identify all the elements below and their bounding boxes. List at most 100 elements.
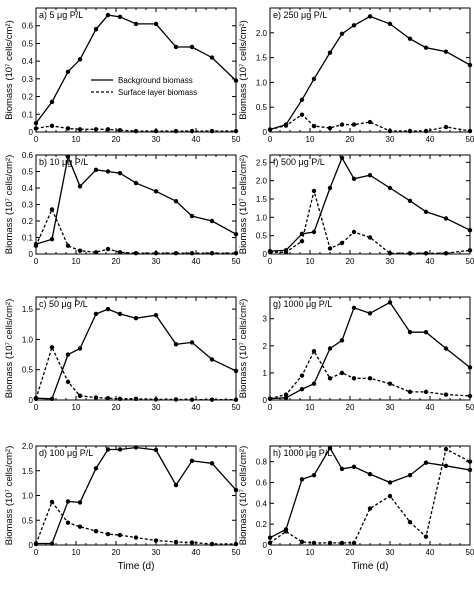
y-tick-label: 0.2 (22, 93, 34, 102)
background-point (173, 44, 179, 50)
background-point (77, 500, 83, 505)
background-point (77, 57, 83, 62)
surface-point (327, 376, 333, 381)
surface-point (407, 389, 413, 395)
x-tick-label: 40 (192, 403, 201, 412)
x-tick-label: 50 (466, 548, 474, 557)
surface-point (311, 188, 317, 194)
surface-point (339, 370, 345, 376)
surface-point (443, 124, 449, 130)
surface-point (443, 251, 449, 256)
surface-point (173, 539, 179, 545)
background-point (423, 209, 429, 215)
y-axis-label: Biomass (10⁷ cells/cm²) (4, 155, 15, 255)
surface-point (153, 397, 159, 402)
y-tick-label: 2.0 (256, 29, 268, 38)
surface-point (367, 119, 373, 125)
surface-point (339, 240, 345, 246)
x-tick-label: 50 (232, 548, 241, 557)
panel-title: a) 5 μg P/L (39, 10, 83, 20)
background-point (423, 330, 429, 335)
x-tick-label: 50 (232, 403, 241, 412)
x-tick-label: 20 (346, 403, 355, 412)
surface-point (327, 540, 333, 546)
y-tick-label: 0.5 (22, 39, 34, 48)
surface-point (117, 250, 123, 255)
y-tick-label: 1.0 (22, 492, 34, 501)
background-point (423, 460, 429, 465)
background-point (133, 445, 139, 450)
surface-point (49, 345, 55, 350)
surface-point (65, 243, 71, 248)
surface-point (467, 459, 473, 464)
panel-d: 0 10 20 30 40 50 0 0.5 1.0 1.5 2.0 d) 100 μg P/L Bio… (4, 442, 241, 557)
x-tick-label: 10 (306, 403, 315, 412)
x-tick-label: 30 (152, 403, 161, 412)
background-point (467, 62, 473, 68)
surface-point (387, 251, 393, 256)
y-axis-label: Biomass (10⁷ cells/cm²) (238, 446, 249, 546)
surface-point (93, 250, 99, 255)
y-axis-label: Biomass (10⁷ cells/cm²) (238, 299, 249, 399)
background-point (327, 445, 333, 451)
background-point (443, 216, 449, 221)
surface-point (49, 123, 55, 128)
y-tick-label: 2.0 (22, 442, 34, 451)
surface-point (327, 125, 333, 131)
surface-point (407, 251, 413, 256)
background-point (117, 311, 123, 317)
background-point (117, 14, 123, 20)
x-tick-label: 20 (346, 548, 355, 557)
panel-b: 0 10 20 30 40 50 0 0.1 0.2 0.3 0.4 0.5 0.6 b) 10 μg P… (4, 151, 241, 266)
surface-point (299, 238, 305, 244)
background-point (467, 467, 473, 473)
surface-point (267, 249, 273, 255)
x-tick-label: 20 (112, 135, 121, 144)
surface-point (387, 493, 393, 499)
background-point (327, 346, 333, 351)
y-tick-label: 0 (29, 250, 34, 259)
background-point (117, 447, 123, 452)
surface-point (209, 541, 215, 547)
surface-point (173, 128, 179, 134)
surface-point (77, 127, 83, 132)
surface-point (423, 251, 429, 256)
surface-point (49, 207, 55, 212)
surface-point (133, 250, 139, 256)
surface-point (233, 250, 239, 256)
background-point (299, 386, 305, 392)
x-tick-label: 10 (306, 257, 315, 266)
x-tick-label: 20 (346, 135, 355, 144)
x-tick-label: 20 (112, 548, 121, 557)
legend: Background biomass Surface layer biomass (91, 76, 197, 97)
panel-h: 0 10 20 30 40 50 0 0.2 0.4 0.6 0.8 h) 1000 μg P/L Bi… (238, 445, 474, 557)
x-tick-label: 10 (306, 135, 315, 144)
y-axis-label: Biomass (10⁷ cells/cm²) (238, 155, 249, 255)
series-background-line (36, 446, 237, 545)
x-tick-label: 50 (466, 403, 474, 412)
background-point (93, 466, 99, 471)
background-point (93, 27, 99, 32)
x-tick-label: 50 (232, 135, 241, 144)
background-point (49, 541, 55, 546)
x-tick-label: 10 (72, 548, 81, 557)
x-tick-label: 40 (192, 257, 201, 266)
x-axis-label-right: Time (d) (352, 561, 389, 572)
surface-point (367, 376, 373, 381)
x-tick-label: 40 (192, 135, 201, 144)
series-background-line (269, 446, 471, 539)
x-tick-label: 50 (232, 257, 241, 266)
surface-point (153, 538, 159, 543)
surface-point (443, 392, 449, 397)
surface-point (299, 112, 305, 117)
surface-point (367, 506, 373, 511)
background-point (351, 464, 357, 470)
y-tick-label: 0.4 (22, 57, 34, 66)
y-axis-label: Biomass (10⁷ cells/cm²) (4, 299, 15, 399)
y-tick-label: 2 (263, 342, 268, 351)
background-point (209, 357, 215, 362)
x-tick-label: 40 (426, 257, 435, 266)
legend-surface-label: Surface layer biomass (118, 88, 197, 97)
background-point (267, 535, 273, 540)
surface-point (311, 349, 317, 354)
